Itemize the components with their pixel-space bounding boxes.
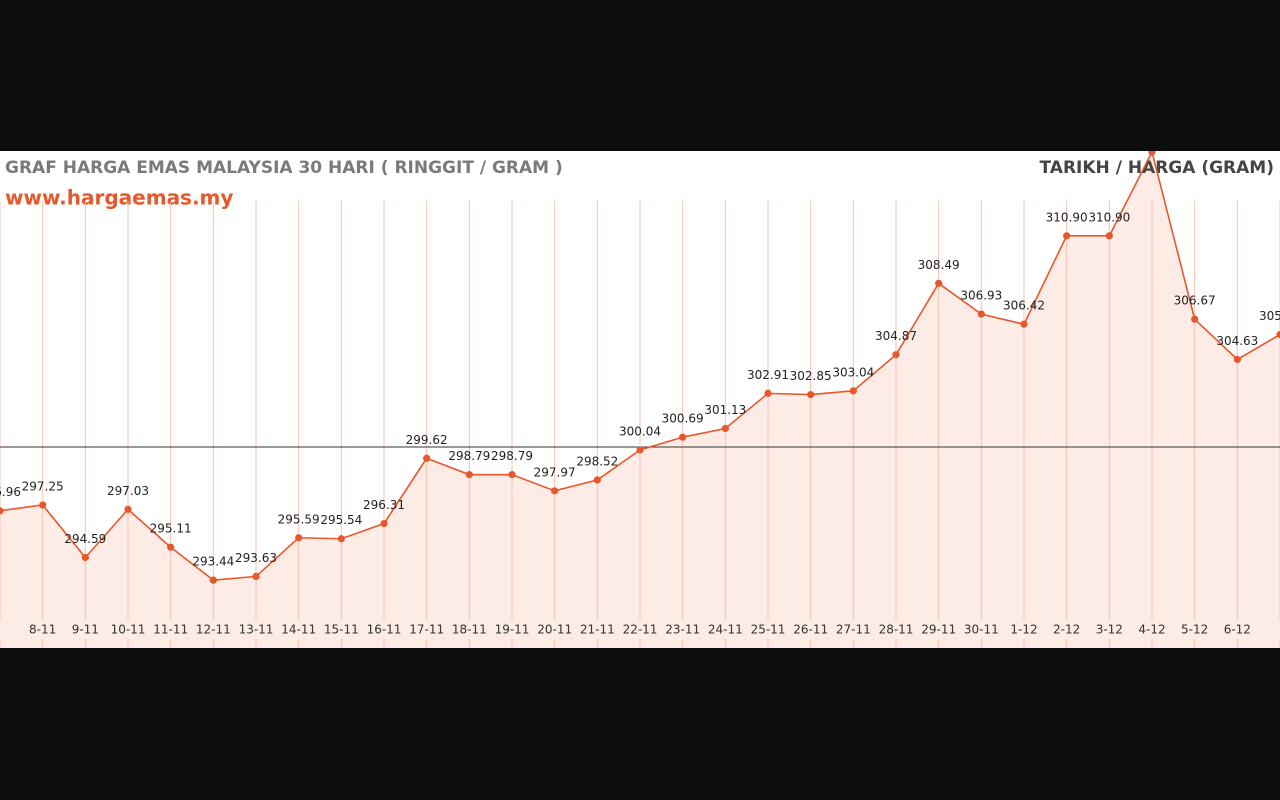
x-tick-label: 10-11 (111, 623, 146, 637)
chart-title: GRAF HARGA EMAS MALAYSIA 30 HARI ( RINGG… (5, 158, 563, 178)
point (551, 487, 559, 495)
point (423, 454, 431, 462)
x-tick-label: 26-11 (793, 623, 828, 637)
value-label: 295.59 (278, 512, 320, 526)
value-label: 298.52 (576, 454, 618, 468)
point (807, 390, 815, 399)
chart: GRAF HARGA EMAS MALAYSIA 30 HARI ( RINGG… (0, 151, 1280, 648)
value-label: 304.87 (875, 329, 917, 343)
x-tick-label: 11-11 (153, 623, 188, 637)
x-tick-label: 4-12 (1138, 623, 1165, 637)
x-tick-label: 2-12 (1053, 623, 1080, 637)
x-tick-label: 23-11 (665, 623, 700, 637)
x-tick-label: 20-11 (537, 623, 572, 637)
value-label: 298.79 (491, 449, 533, 463)
point (977, 310, 985, 318)
point (764, 389, 772, 397)
value-label: 294.59 (64, 532, 106, 546)
value-label: 296.96 (0, 485, 21, 499)
x-tick-label: 16-11 (367, 623, 402, 637)
point (81, 553, 89, 562)
point (0, 507, 4, 515)
x-tick-label: 19-11 (495, 623, 530, 637)
point (1233, 355, 1241, 364)
x-tick-label: 6-12 (1224, 623, 1251, 637)
point (1276, 331, 1280, 339)
value-label: 310.90 (1046, 210, 1088, 224)
x-tick-label: 9-11 (72, 623, 99, 637)
value-label: 297.97 (534, 465, 576, 479)
value-label: 306.67 (1174, 294, 1216, 308)
value-label: 299.62 (406, 433, 448, 447)
point (380, 519, 388, 528)
point (295, 534, 303, 542)
point (39, 501, 47, 509)
value-label: 308.49 (918, 258, 960, 272)
x-tick-label: 1-12 (1010, 623, 1037, 637)
x-tick-label: 5-12 (1181, 623, 1208, 637)
point (1191, 315, 1199, 323)
value-label: 300.04 (619, 424, 661, 438)
x-tick-label: 21-11 (580, 623, 615, 637)
area (0, 151, 1280, 648)
point (337, 535, 345, 543)
point (465, 471, 473, 479)
x-tick-label: 22-11 (623, 623, 658, 637)
value-label: 305.89 (1259, 309, 1280, 323)
value-label: 295.11 (150, 522, 192, 536)
x-tick-label: 28-11 (879, 623, 914, 637)
point (508, 471, 516, 479)
point (252, 572, 260, 581)
value-label: 306.93 (960, 289, 1002, 303)
value-label: 303.04 (832, 365, 874, 379)
chart-subtitle: www.hargaemas.my (5, 186, 233, 210)
point (167, 543, 175, 551)
value-label: 304.63 (1216, 334, 1258, 348)
x-tick-label: 13-11 (239, 623, 274, 637)
x-tick-label: 14-11 (281, 623, 316, 637)
value-label: 302.85 (790, 369, 832, 383)
point (636, 446, 644, 454)
point (721, 424, 729, 433)
value-label: 296.31 (363, 498, 405, 512)
point (1105, 232, 1113, 240)
point (1020, 320, 1028, 328)
x-tick-label: 3-12 (1096, 623, 1123, 637)
value-label: 293.63 (235, 551, 277, 565)
point (1148, 151, 1156, 156)
value-label: 297.03 (107, 484, 149, 498)
value-label: 310.90 (1088, 210, 1130, 224)
value-label: 295.54 (320, 513, 362, 527)
point (209, 576, 217, 584)
x-tick-label: 27-11 (836, 623, 871, 637)
value-label: 302.91 (747, 368, 789, 382)
value-label: 306.42 (1003, 299, 1045, 313)
point (892, 351, 900, 359)
point (935, 279, 943, 287)
value-label: 297.25 (22, 480, 64, 494)
value-label: 298.79 (448, 449, 490, 463)
x-tick-label: 30-11 (964, 623, 999, 637)
x-tick-label: 15-11 (324, 623, 359, 637)
value-label: 293.44 (192, 555, 234, 569)
x-tick-label: 12-11 (196, 623, 231, 637)
x-tick-label: 25-11 (751, 623, 786, 637)
value-label: 301.13 (704, 403, 746, 417)
point (593, 476, 601, 484)
point (679, 433, 687, 441)
value-label: 300.69 (662, 412, 704, 426)
x-tick-label: 8-11 (29, 623, 56, 637)
x-tick-label: 29-11 (921, 623, 956, 637)
point (849, 387, 857, 395)
point (1063, 232, 1071, 240)
point (124, 505, 132, 513)
x-tick-label: 24-11 (708, 623, 743, 637)
x-tick-label: 18-11 (452, 623, 487, 637)
x-tick-label: 17-11 (409, 623, 444, 637)
